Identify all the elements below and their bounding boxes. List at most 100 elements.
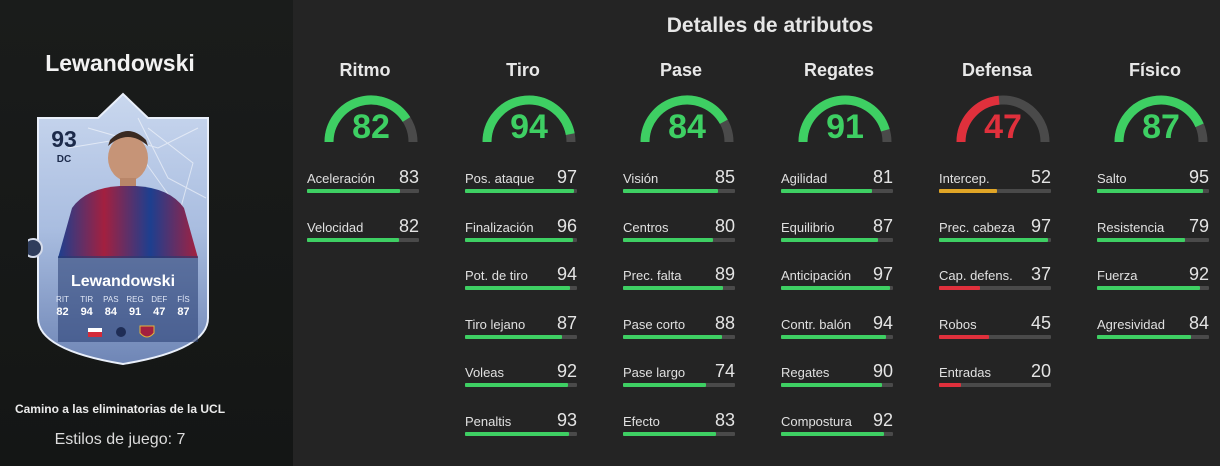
sub-attribute: Compostura 92 <box>781 410 893 436</box>
sub-attribute-bar-fill <box>1097 286 1201 290</box>
sub-attribute-name: Visión <box>623 171 659 186</box>
sub-attribute-bar <box>623 237 735 242</box>
card-stat: DEF 47 <box>149 295 170 318</box>
sub-attribute-value: 96 <box>556 215 577 236</box>
sub-attribute-value: 52 <box>1030 167 1051 187</box>
sub-attribute-name: Agilidad <box>781 171 828 186</box>
sub-attribute: Resistencia 79 <box>1097 216 1209 242</box>
sub-attribute-value: 85 <box>714 167 735 187</box>
sub-attribute-value: 92 <box>556 361 577 381</box>
sub-attribute-name: Velocidad <box>307 219 364 235</box>
sub-attribute-name: Compostura <box>781 413 852 429</box>
sub-attribute-name: Cap. defens. <box>939 268 1013 283</box>
sub-attribute-bar-fill <box>939 383 962 387</box>
card-stats: RIT 82 TIR 94 PAS 84 REG 91 DEF 47 FÍS 87 <box>48 295 198 318</box>
sub-attribute-name: Pot. de tiro <box>465 268 528 283</box>
sub-attribute-bar <box>781 383 893 387</box>
card-background <box>28 92 209 366</box>
gauge-fill <box>956 95 1000 143</box>
sub-attribute: Pos. ataque 97 <box>465 167 577 193</box>
category-name: Físico <box>1128 60 1181 80</box>
sub-attribute-value: 82 <box>398 215 419 236</box>
sub-attribute-name: Finalización <box>465 219 534 235</box>
playstyles-count: Estilos de juego: 7 <box>54 431 186 448</box>
sub-attribute: Entradas 20 <box>939 361 1051 387</box>
sub-attribute: Visión 85 <box>623 167 735 193</box>
card-stat: FÍS 87 <box>173 295 194 318</box>
category-4: Defensa 47 Intercep. 52 Prec. cabeza 97 Cap. d… <box>939 60 1091 387</box>
category-gauge: 84 <box>637 92 737 148</box>
sub-attribute-bar <box>1097 286 1209 290</box>
sub-attribute: Agresividad 84 <box>1097 313 1209 339</box>
gauge-arc <box>798 95 892 143</box>
card-stat: PAS 84 <box>100 295 121 318</box>
gauge-arc <box>956 95 1050 143</box>
category-2: Pase 84 Visión 85 Centros 80 Prec. falta 89 Pase… <box>623 60 775 436</box>
sub-attribute-bar <box>307 189 419 193</box>
sub-attribute-bar <box>623 334 735 339</box>
sub-attribute: Contr. balón 94 <box>781 313 893 339</box>
sub-attribute-bar <box>1097 334 1209 339</box>
gauge-arc <box>482 95 576 143</box>
sub-attribute-value: 89 <box>714 264 735 284</box>
sub-attribute-bar <box>781 237 893 242</box>
sub-attribute: Cap. defens. 37 <box>939 264 1051 290</box>
sub-attribute-bar <box>465 431 577 436</box>
sub-attribute-bar <box>623 189 735 193</box>
card-stat-value: 91 <box>128 306 142 318</box>
sub-attribute-bar-fill <box>307 189 400 193</box>
gauge-fill <box>798 95 890 143</box>
category-gauge: 87 <box>1111 92 1211 148</box>
card-stat: RIT 82 <box>52 295 73 318</box>
card-stat-value: 84 <box>104 306 117 318</box>
category-0: Ritmo 82 Aceleración 83 Velocidad 82 <box>307 60 459 242</box>
sub-attribute-bar-fill <box>465 334 563 339</box>
sub-attribute-bar-fill <box>1097 237 1186 242</box>
category-name: Regates <box>803 60 875 80</box>
player-name-title: Lewandowski <box>45 50 195 76</box>
sub-attribute-value: 94 <box>556 264 577 284</box>
card-stat-label: FÍS <box>177 295 190 304</box>
card-stat-label: REG <box>126 295 144 304</box>
sub-attribute-bar <box>465 334 577 339</box>
gauge-arc <box>324 95 418 143</box>
sub-attribute: Aceleración 83 <box>307 167 419 193</box>
sub-attribute-bar <box>465 286 577 290</box>
gauge-fill <box>482 95 575 143</box>
sub-attribute: Penaltis 93 <box>465 410 577 436</box>
sub-attribute-value: 37 <box>1030 264 1051 284</box>
category-name: Ritmo <box>339 60 391 80</box>
category-gauge: 82 <box>321 92 421 148</box>
sub-attribute: Robos 45 <box>939 313 1051 339</box>
sub-attribute: Fuerza 92 <box>1097 264 1209 290</box>
sub-attribute-bar <box>781 189 893 193</box>
sub-attribute-name: Aceleración <box>307 171 375 186</box>
player-card[interactable]: 93 DC Lewandowski RIT 82 TIR 94 PAS 84 REG 9… <box>28 88 218 368</box>
sub-attribute-name: Prec. falta <box>623 268 682 283</box>
gauge-arc <box>1114 95 1208 143</box>
sub-attribute-value: 79 <box>1188 215 1209 236</box>
sub-attribute-name: Intercep. <box>939 171 990 186</box>
sub-attribute-bar <box>623 431 735 436</box>
category-value: 87 <box>1142 108 1180 146</box>
card-player-name: Lewandowski <box>70 273 176 290</box>
sub-attribute-name: Centros <box>623 219 669 235</box>
sub-attribute-bar-fill <box>623 286 723 290</box>
category-gauge: 94 <box>479 92 579 148</box>
sub-attribute-bar-fill <box>939 334 990 339</box>
sub-attribute-bar-fill <box>781 237 879 242</box>
card-position: DC <box>56 154 72 165</box>
sub-attribute-name: Prec. cabeza <box>939 219 1015 235</box>
sub-attribute-value: 74 <box>714 361 735 381</box>
sub-attribute-bar-fill <box>781 334 887 339</box>
gauge-fill <box>1114 95 1204 143</box>
sub-attribute-bar-fill <box>781 286 890 290</box>
sub-attribute-value: 97 <box>556 167 577 187</box>
card-stat: REG 91 <box>125 295 146 318</box>
category-value: 94 <box>510 108 548 146</box>
sub-attribute-bar-fill <box>939 286 981 290</box>
category-5: Físico 87 Salto 95 Resistencia 79 Fuerza 92 Agre… <box>1097 60 1220 339</box>
sub-attribute: Intercep. 52 <box>939 167 1051 193</box>
sub-attribute-bar <box>939 383 1051 387</box>
card-stat-value: 94 <box>80 306 93 318</box>
